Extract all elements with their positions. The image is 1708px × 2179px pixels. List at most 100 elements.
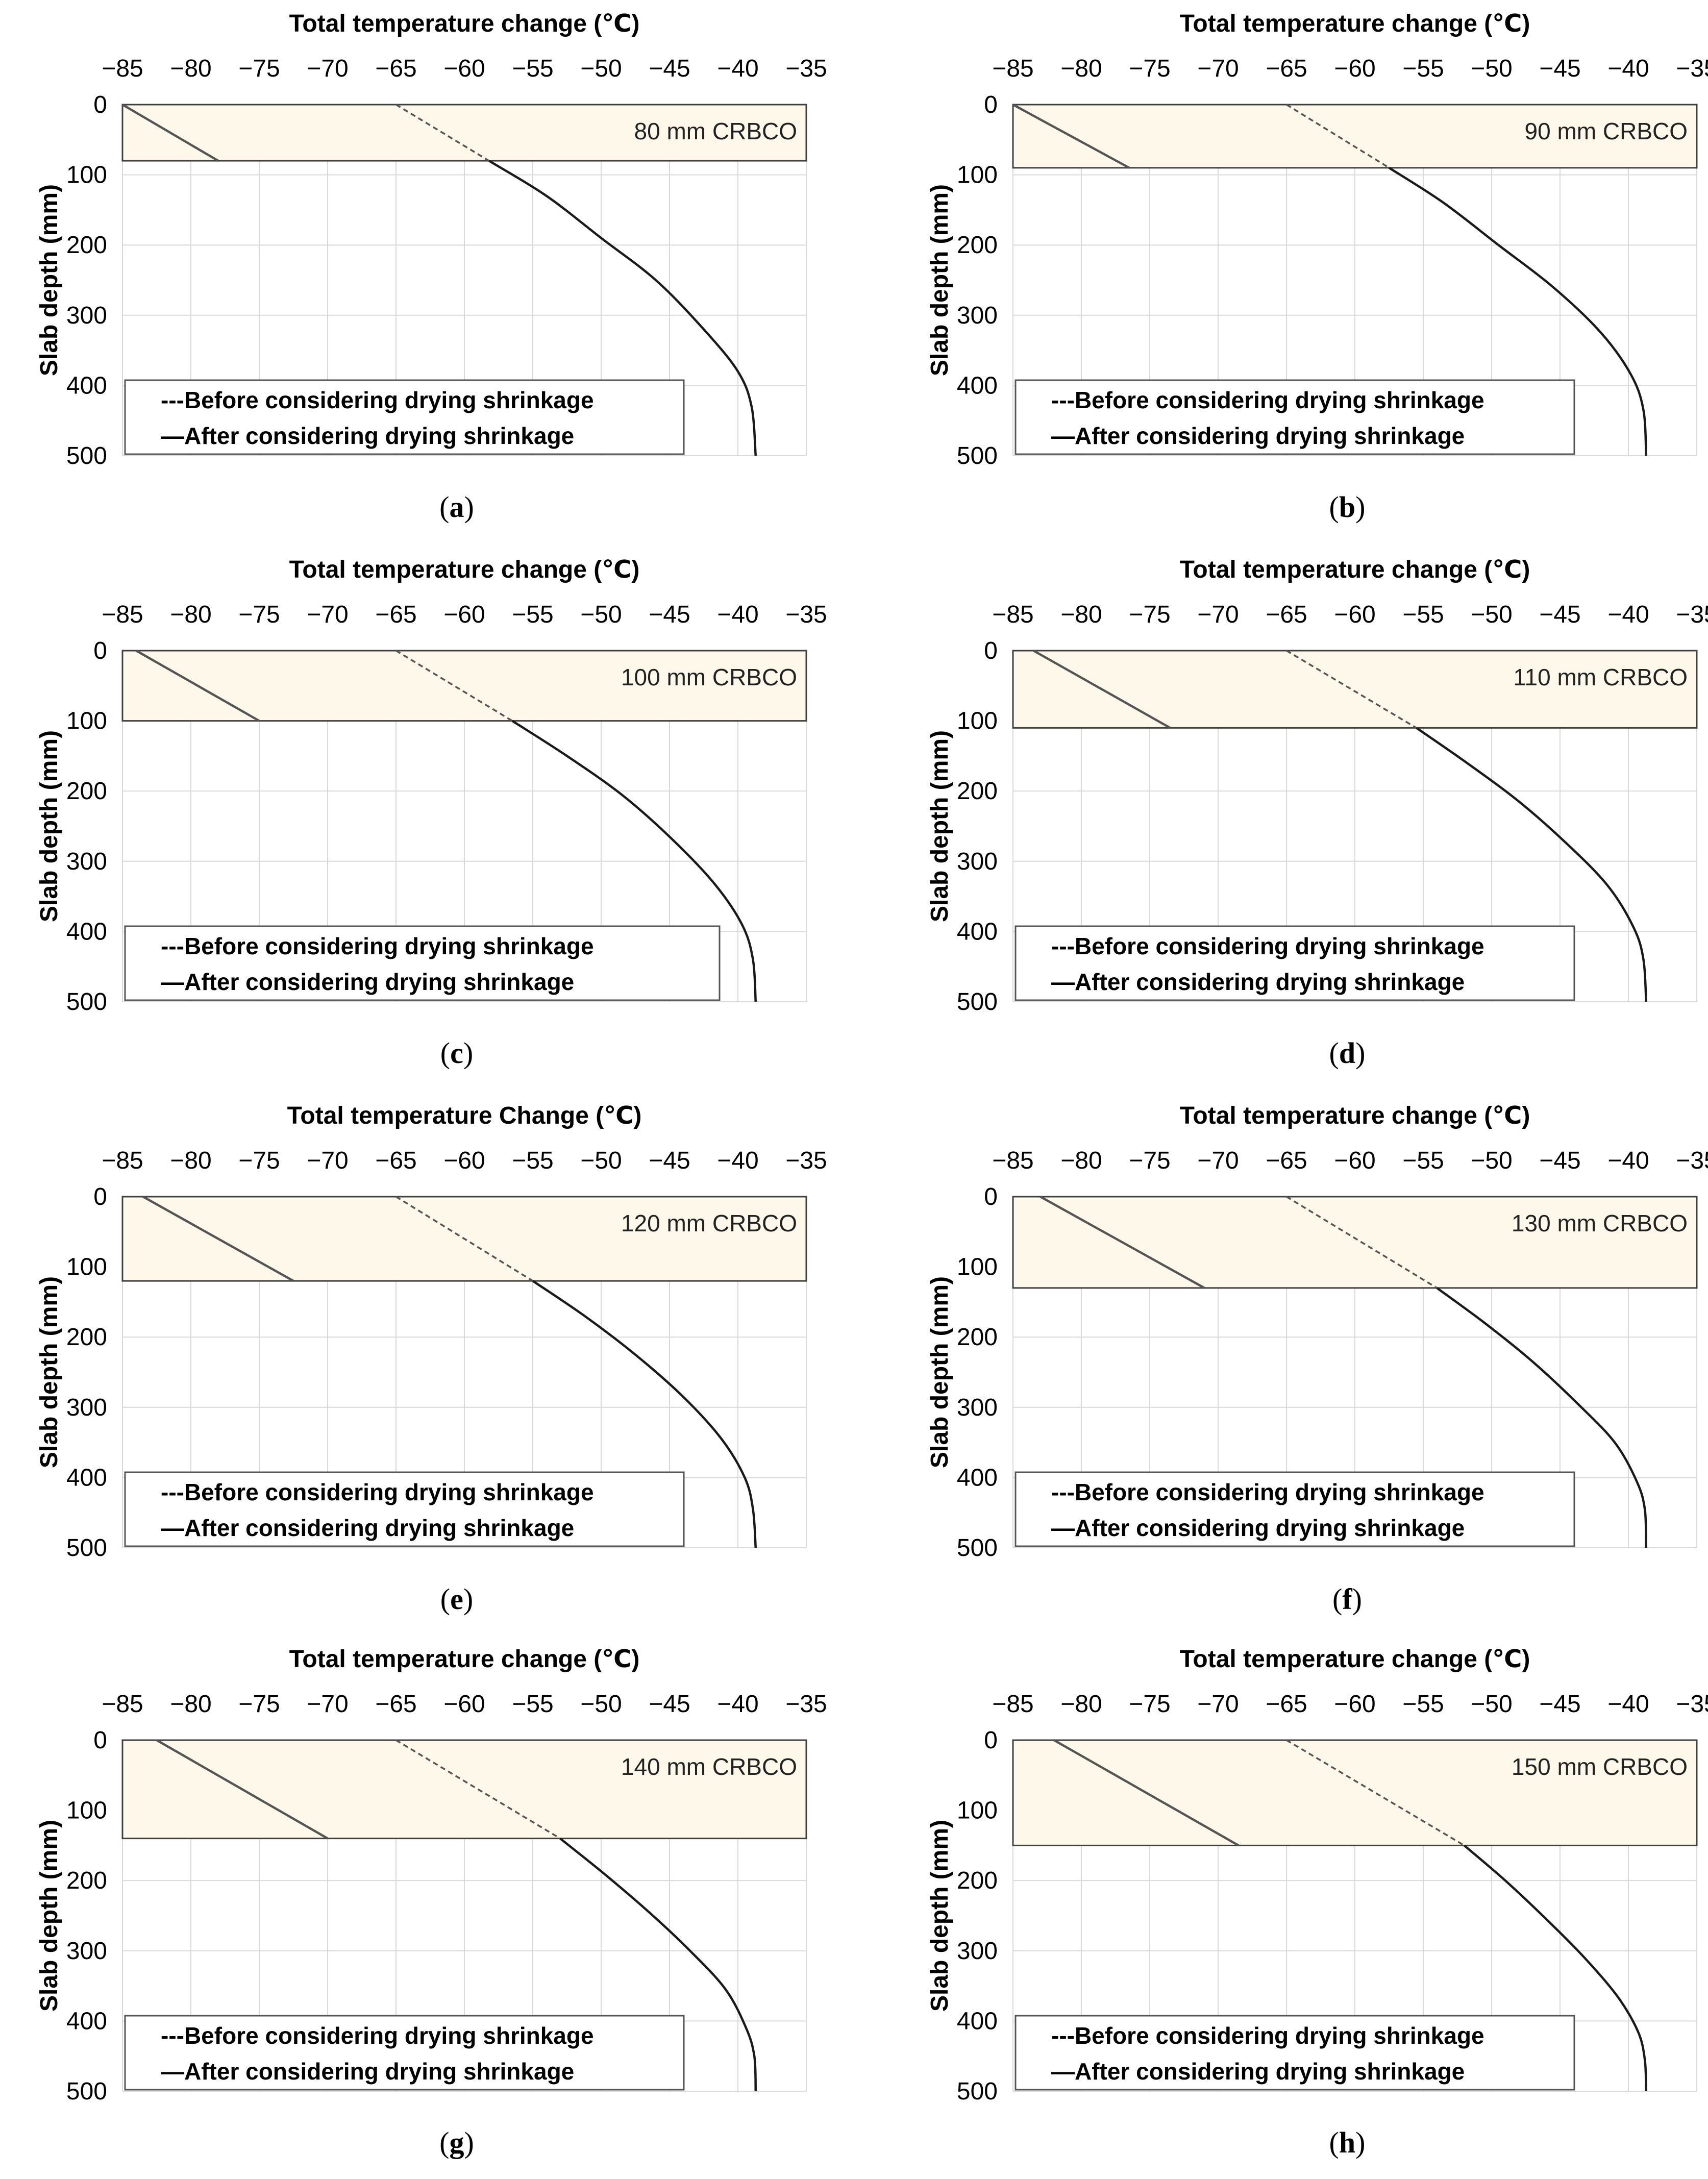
y-tick-label: 300 [66, 1938, 107, 1965]
legend-box [1014, 925, 1575, 1001]
y-axis-title: Slab depth (mm) [36, 1276, 63, 1468]
chart-panel-h: Total temperature change (℃) Slab depth (… [921, 1636, 1708, 2179]
y-tick-label: 200 [957, 232, 998, 259]
chart-svg-e: Total temperature Change (℃) Slab depth (… [36, 1102, 827, 1562]
x-axis-title: Total temperature change (℃) [1180, 556, 1530, 583]
y-tick-label: 0 [984, 1183, 998, 1210]
x-tick-label: −70 [1197, 55, 1239, 82]
y-tick-label: 500 [957, 442, 998, 469]
x-tick-label: −75 [1129, 1147, 1170, 1174]
series-line-after [1053, 1739, 1240, 1847]
x-tick-label: −55 [1402, 601, 1444, 628]
x-tick-label: −50 [580, 1147, 622, 1174]
y-tick-label: 300 [957, 302, 998, 329]
y-tick-label: 300 [66, 848, 107, 875]
x-tick-label: −85 [992, 1691, 1033, 1718]
series-line-after [488, 160, 757, 456]
x-tick-label: −80 [170, 55, 211, 82]
x-tick-label: −60 [443, 1147, 485, 1174]
legend-before: ---Before considering drying shrinkage [1051, 387, 1484, 413]
chart-svg-d: Total temperature change (℃) Slab depth (… [926, 556, 1708, 1016]
x-tick-label: −40 [1607, 601, 1649, 628]
x-tick-label: −75 [238, 601, 280, 628]
chart-svg-h: Total temperature change (℃) Slab depth (… [926, 1646, 1708, 2105]
y-tick-label: 100 [66, 1254, 107, 1281]
y-tick-label: 100 [957, 708, 998, 735]
overlay-label: 90 mm CRBCO [1525, 118, 1688, 144]
legend-before: ---Before considering drying shrinkage [1051, 1479, 1484, 1505]
y-tick-label: 400 [66, 1464, 107, 1491]
y-tick-label: 200 [957, 778, 998, 805]
legend-after: —After considering drying shrinkage [161, 423, 574, 449]
overlay-label: 130 mm CRBCO [1512, 1210, 1688, 1236]
y-axis-title: Slab depth (mm) [36, 730, 63, 922]
x-tick-label: −85 [102, 1691, 143, 1718]
chart-svg-a: Total temperature change (℃) Slab depth (… [36, 10, 827, 469]
x-tick-label: −60 [443, 601, 485, 628]
x-tick-label: −85 [102, 1147, 143, 1174]
x-tick-label: −40 [717, 1691, 758, 1718]
x-axis-title: Total temperature Change (℃) [287, 1102, 642, 1129]
x-tick-label: −75 [238, 1691, 280, 1718]
y-tick-label: 100 [66, 708, 107, 735]
panel-caption-letter: e [450, 1582, 463, 1616]
legend-box [124, 925, 721, 1001]
overlay-band [121, 1739, 807, 1840]
legend-box [1014, 379, 1575, 455]
x-axis-title: Total temperature change (℃) [289, 10, 640, 37]
panel-caption: (b) [1329, 490, 1366, 524]
x-tick-label: −60 [1334, 55, 1375, 82]
legend-box [1014, 1471, 1575, 1547]
y-tick-label: 500 [957, 1534, 998, 1562]
legend-after: —After considering drying shrinkage [1051, 1515, 1465, 1541]
series-line-before [395, 1196, 533, 1282]
series-line-after [121, 104, 219, 162]
panel-caption: (d) [1329, 1036, 1366, 1070]
x-tick-label: −50 [1471, 1691, 1512, 1718]
legend-before: ---Before considering drying shrinkage [1051, 2022, 1484, 2049]
y-tick-label: 400 [66, 372, 107, 399]
x-tick-label: −55 [1402, 1147, 1444, 1174]
x-tick-label: −40 [717, 1147, 758, 1174]
y-tick-label: 300 [957, 1394, 998, 1421]
series-line-after [1463, 1844, 1648, 2092]
x-tick-label: −65 [1266, 601, 1307, 628]
legend-before: ---Before considering drying shrinkage [161, 1479, 594, 1505]
panel-caption: (e) [440, 1582, 474, 1616]
overlay-label: 100 mm CRBCO [621, 664, 797, 690]
x-tick-label: −80 [1060, 55, 1102, 82]
x-tick-label: −65 [1266, 1691, 1307, 1718]
x-tick-label: −60 [443, 55, 485, 82]
series-line-before [1286, 650, 1417, 729]
x-tick-label: −65 [1266, 55, 1307, 82]
overlay-label: 120 mm CRBCO [621, 1210, 797, 1236]
y-tick-label: 400 [957, 918, 998, 945]
overlay-label: 80 mm CRBCO [634, 118, 797, 144]
series-line-after [156, 1739, 329, 1840]
x-tick-label: −85 [992, 601, 1033, 628]
x-tick-label: −35 [785, 601, 827, 628]
series-line-before [395, 1739, 561, 1840]
x-tick-label: −80 [170, 1691, 211, 1718]
series-line-after [559, 1837, 757, 2092]
chart-svg-g: Total temperature change (℃) Slab depth (… [36, 1646, 827, 2105]
series-line-after [1416, 727, 1648, 1002]
x-tick-label: −40 [1607, 55, 1649, 82]
x-tick-label: −85 [102, 601, 143, 628]
y-tick-label: 0 [93, 91, 107, 118]
series-line-after [532, 1280, 757, 1548]
panel-caption: (c) [440, 1036, 474, 1070]
y-tick-label: 200 [66, 232, 107, 259]
legend-before: ---Before considering drying shrinkage [1051, 933, 1484, 959]
x-axis-title: Total temperature change (℃) [1180, 1102, 1530, 1129]
y-axis-title: Slab depth (mm) [36, 184, 63, 376]
y-tick-label: 300 [66, 302, 107, 329]
series-line-after [142, 1196, 294, 1282]
legend-after: —After considering drying shrinkage [161, 969, 574, 995]
y-tick-label: 400 [957, 2008, 998, 2035]
series-line-after [1388, 166, 1648, 456]
x-tick-label: −75 [1129, 601, 1170, 628]
x-tick-label: −40 [717, 55, 758, 82]
y-tick-label: 200 [66, 1324, 107, 1351]
x-tick-label: −35 [1676, 55, 1708, 82]
